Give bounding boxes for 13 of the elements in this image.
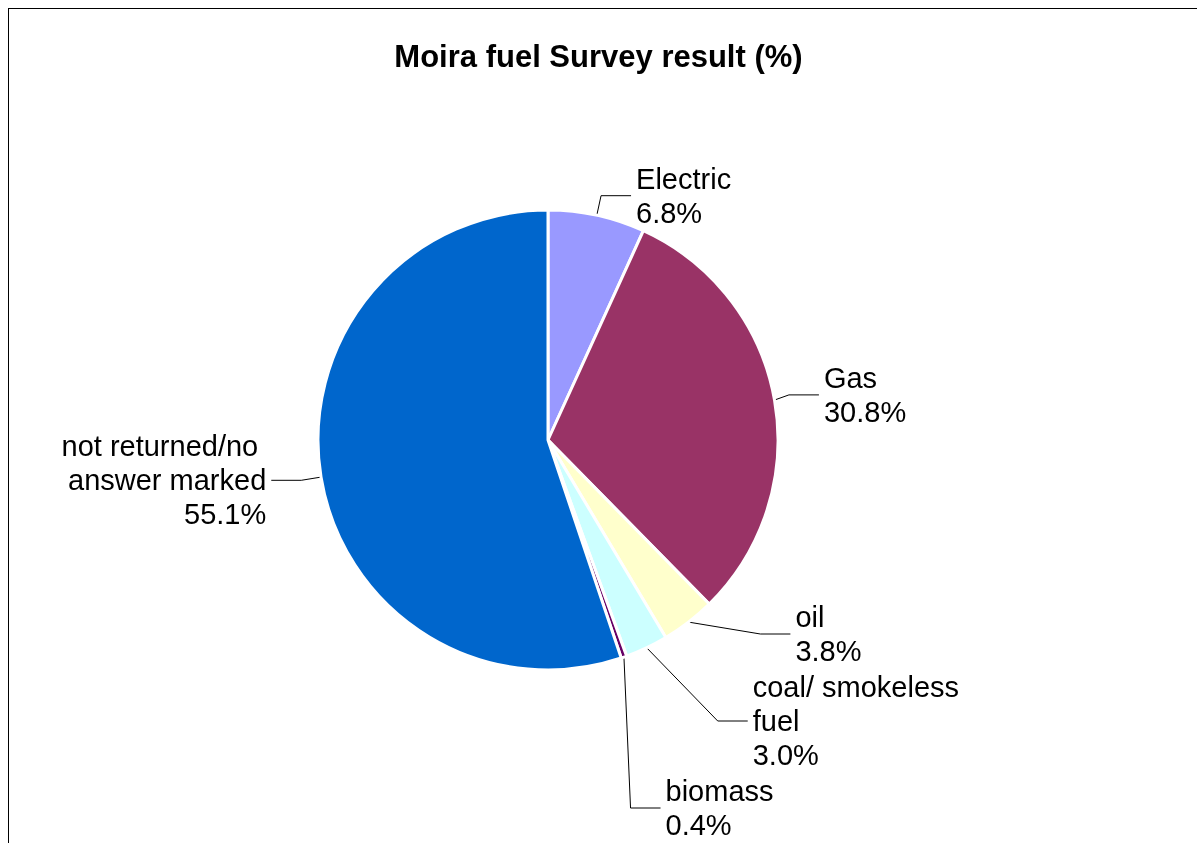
slice-label: not returned/no answer marked xyxy=(61,430,267,497)
data-label: 3.0% xyxy=(752,739,819,771)
data-label: 30.8% xyxy=(823,395,907,428)
slice-label: coal/ smokeless fuel xyxy=(752,671,968,737)
chart-title: Moira fuel Survey result (%) xyxy=(394,39,803,74)
slice-label: oil xyxy=(795,601,825,633)
data-label: 0.4% xyxy=(665,809,732,841)
slice-label: biomass xyxy=(665,775,774,807)
slice-label: Gas xyxy=(823,361,878,394)
data-label: 55.1% xyxy=(184,498,267,531)
data-label: 6.8% xyxy=(636,196,703,229)
data-label: 3.8% xyxy=(795,635,862,667)
slice-label: Electric xyxy=(636,162,732,195)
